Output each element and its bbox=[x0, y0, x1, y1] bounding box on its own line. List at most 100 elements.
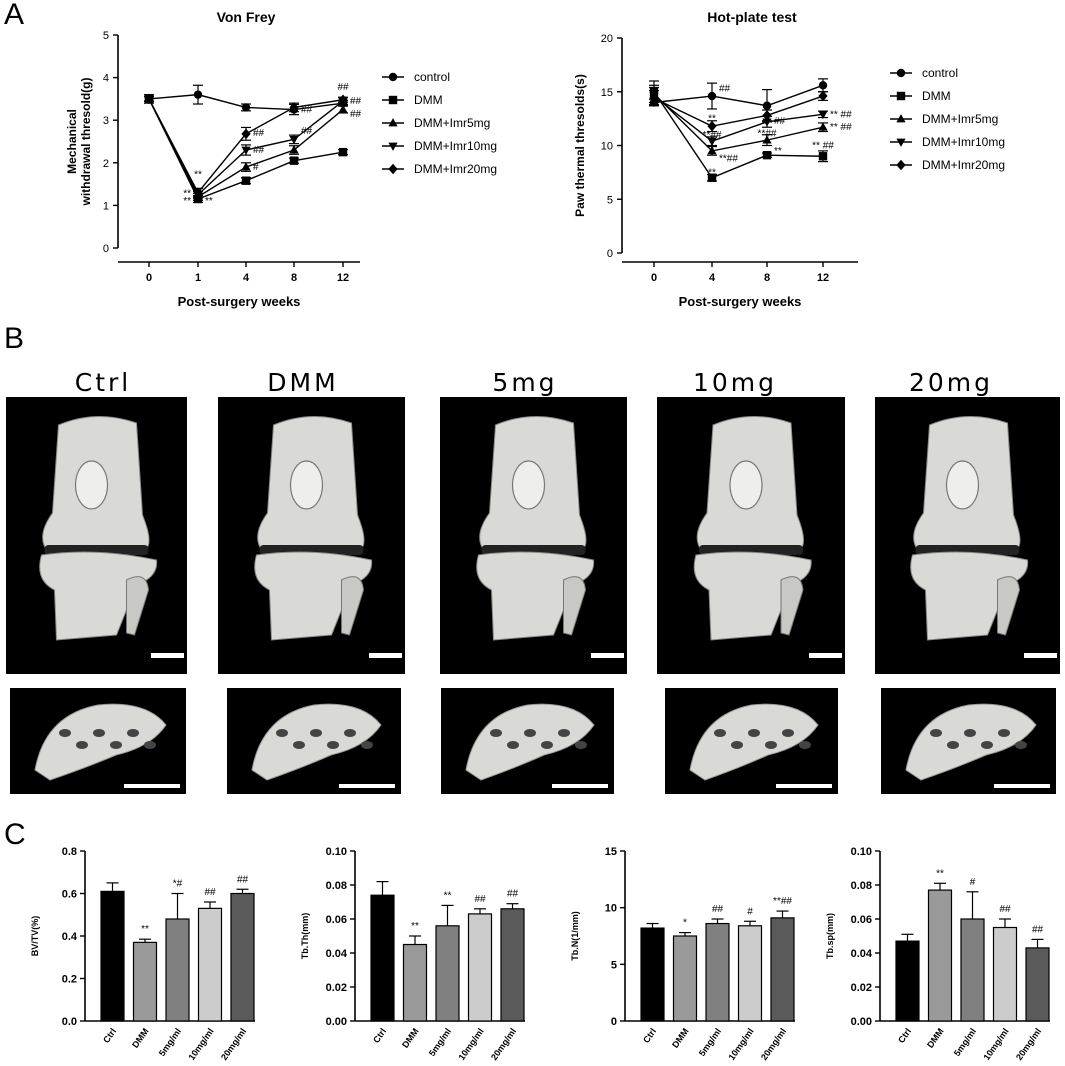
y-tick-label: 0.08 bbox=[851, 880, 872, 892]
x-tick-label: DMM bbox=[400, 1026, 421, 1049]
legend-entry: DMM+Imr10mg bbox=[414, 139, 497, 153]
significance-mark: **## bbox=[773, 896, 792, 907]
ct-label-20mg: 20mg bbox=[908, 368, 994, 397]
x-tick-label: 5mg/ml bbox=[157, 1026, 183, 1058]
data-point bbox=[193, 187, 203, 198]
legend-entry: DMM+Imr10mg bbox=[922, 135, 1005, 149]
significance-mark: **## bbox=[703, 130, 722, 141]
y-tick-label: 0.00 bbox=[326, 1016, 347, 1028]
data-point bbox=[818, 81, 828, 90]
significance-mark: ## bbox=[253, 128, 265, 139]
y-tick-label: 5 bbox=[103, 30, 109, 42]
significance-mark: * bbox=[683, 918, 687, 929]
trabecular-pore bbox=[361, 741, 373, 749]
knee-bone-render bbox=[693, 416, 812, 641]
significance-mark: ** bbox=[708, 114, 716, 125]
tibial-plateau-slice bbox=[905, 703, 1037, 781]
scale-bar bbox=[552, 784, 608, 788]
chart-title: Hot-plate test bbox=[707, 9, 797, 25]
significance-mark: ** bbox=[774, 146, 782, 157]
tibial-plateau-slice bbox=[689, 703, 819, 781]
x-tick-label: Ctrl bbox=[371, 1026, 388, 1044]
y-tick-label: 0.6 bbox=[62, 889, 77, 901]
x-tick-label: 12 bbox=[817, 272, 829, 284]
legend-entry: control bbox=[414, 70, 450, 84]
bar bbox=[165, 918, 190, 1022]
data-point bbox=[241, 162, 251, 171]
patella bbox=[729, 460, 763, 510]
panel-letter-b: B bbox=[4, 322, 25, 355]
y-axis-label: Tb.N(1/mm) bbox=[570, 911, 580, 961]
y-tick-label: 10 bbox=[605, 903, 617, 915]
bar bbox=[960, 918, 985, 1022]
trabecular-pore bbox=[981, 741, 993, 749]
legend-entry: DMM+Imr20mg bbox=[414, 162, 497, 176]
bar bbox=[992, 926, 1018, 1022]
data-point bbox=[762, 110, 772, 121]
x-tick-label: Ctrl bbox=[641, 1026, 658, 1044]
x-tick-label: 20mg/ml bbox=[1014, 1026, 1043, 1062]
data-point bbox=[707, 173, 717, 182]
y-axis-label: Paw thermal thresolds(s) bbox=[573, 74, 587, 217]
trabecular-pore bbox=[1015, 741, 1027, 749]
x-tick-label: 5mg/ml bbox=[427, 1026, 453, 1058]
scale-bar bbox=[339, 784, 395, 788]
legend-marker bbox=[896, 114, 906, 123]
significance-mark: ## bbox=[507, 889, 519, 900]
y-tick-label: 4 bbox=[103, 73, 109, 85]
data-point bbox=[818, 90, 828, 102]
trabecular-pore bbox=[541, 741, 553, 749]
bar bbox=[230, 892, 255, 1022]
panel-letter-a: A bbox=[4, 0, 25, 31]
x-tick-label: Ctrl bbox=[101, 1026, 118, 1044]
knee-bone-render bbox=[910, 416, 1029, 641]
y-tick-label: 0.08 bbox=[326, 880, 347, 892]
legend-entry: DMM+Imr5mg bbox=[414, 116, 490, 130]
data-point bbox=[649, 92, 659, 104]
x-tick-label: 4 bbox=[709, 272, 716, 284]
y-axis-label: Tb.Th(mm) bbox=[300, 913, 310, 960]
x-tick-label: DMM bbox=[925, 1026, 946, 1049]
data-point bbox=[241, 176, 251, 185]
significance-mark: ** bbox=[141, 924, 149, 935]
significance-mark: ## bbox=[253, 145, 265, 156]
trabecular-pore bbox=[748, 729, 760, 737]
y-tick-label: 0.00 bbox=[851, 1016, 872, 1028]
y-tick-label: 0.4 bbox=[62, 931, 78, 943]
data-point bbox=[338, 94, 348, 106]
data-point bbox=[707, 146, 717, 155]
significance-mark: ** bbox=[936, 868, 944, 879]
trabecular-pore bbox=[765, 741, 777, 749]
tbn-bar-chart: 0 5 10 15 Tb.N(1/mm) Ctrl * DMM ## 5mg/ml #10mg/ml… bbox=[570, 846, 795, 1062]
significance-mark: ## bbox=[719, 84, 731, 95]
ct-label-10mg: 10mg bbox=[692, 368, 778, 397]
y-tick-label: 10 bbox=[601, 141, 613, 153]
significance-mark: # bbox=[253, 162, 259, 173]
bar bbox=[370, 894, 395, 1022]
y-tick-label: 15 bbox=[605, 846, 617, 858]
y-axis-label: Mechanical bbox=[65, 109, 79, 174]
scale-bar bbox=[591, 653, 624, 658]
tibial-plateau-slice bbox=[465, 703, 595, 781]
y-tick-label: 0 bbox=[611, 1016, 617, 1028]
bar bbox=[895, 940, 920, 1022]
legend-marker bbox=[896, 68, 906, 78]
trabecular-pore bbox=[947, 741, 959, 749]
series-line bbox=[653, 93, 824, 152]
data-point bbox=[289, 156, 299, 165]
trabecular-pore bbox=[344, 729, 356, 737]
tbsp-bar-chart: 0.00 0.02 0.04 0.06 0.08 0.10 Tb.sp(mm) Ctrl ** D… bbox=[825, 846, 1050, 1062]
significance-mark: **## bbox=[758, 129, 777, 140]
y-tick-label: 0 bbox=[607, 248, 613, 260]
data-point bbox=[289, 145, 299, 154]
y-tick-label: 0.04 bbox=[851, 948, 873, 960]
significance-mark: ** ## bbox=[812, 141, 834, 152]
significance-mark: ** ## bbox=[830, 122, 852, 133]
y-axis-label: BV/TV(%) bbox=[30, 916, 40, 957]
scale-bar bbox=[369, 653, 402, 658]
bar bbox=[197, 907, 223, 1022]
x-tick-label: 5mg/ml bbox=[697, 1026, 723, 1058]
y-tick-label: 5 bbox=[607, 194, 613, 206]
series-line bbox=[653, 95, 824, 127]
x-tick-label: 20mg/ml bbox=[489, 1026, 518, 1062]
